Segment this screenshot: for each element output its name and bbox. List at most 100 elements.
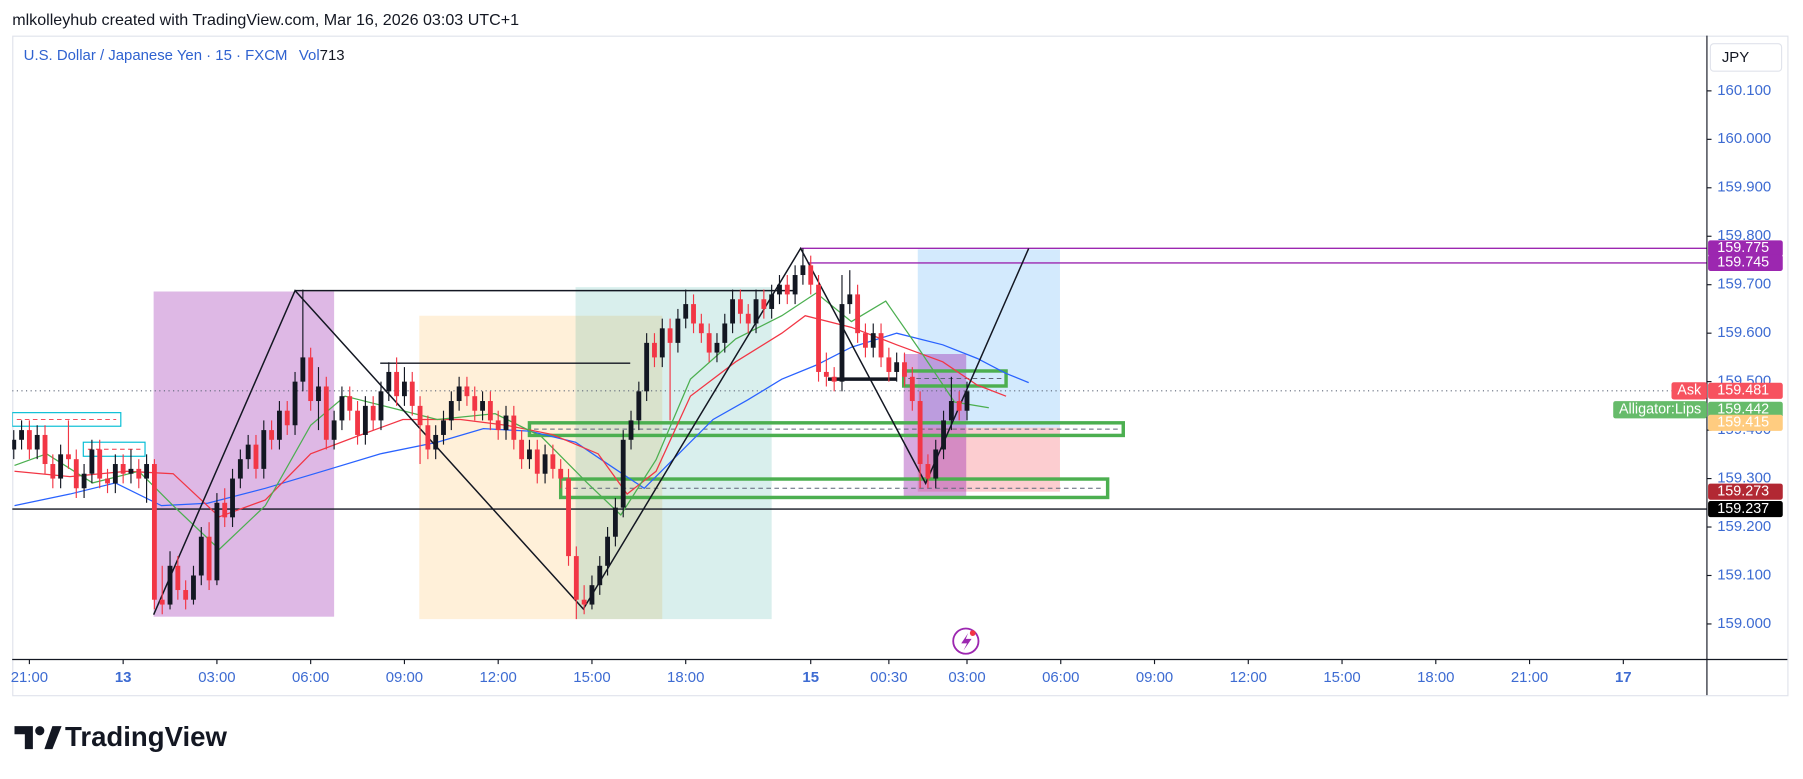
volume-value: 713 [320,47,345,64]
zone [153,291,335,617]
candle-body [464,386,470,397]
candle-body [550,454,556,469]
candle-body [237,459,243,479]
y-tick-label: 159.700 [1717,276,1771,293]
candle-body [120,464,126,474]
x-tick-label: 15:00 [1323,669,1360,686]
candle-body [886,357,892,372]
candle-body [503,415,509,431]
candle-body [112,464,118,484]
candle-body [198,536,204,576]
zone [901,369,1008,388]
candle-body [362,405,368,435]
candle-body [878,333,884,358]
candle-body [425,425,431,450]
candle-body [737,299,743,314]
candle-body [245,444,251,460]
price-label: 159.442 [1717,402,1769,418]
price-label-box [1708,240,1783,257]
candle-body [66,454,71,460]
x-tick-label: 13 [115,669,132,686]
candle-body [331,420,337,440]
candle-body [402,381,407,397]
candle-body [308,357,314,402]
candle-body [894,362,900,372]
candle-body [222,502,228,518]
price-label-name-box [1613,401,1707,419]
candle-body [652,342,657,358]
candle-body [34,434,40,450]
candle-body [58,454,64,479]
candle-body [542,454,548,474]
candle-body [378,391,384,421]
zone [82,441,146,457]
price-label-name-box [1671,382,1707,400]
zone [12,412,122,427]
candle-body [316,386,321,402]
candle-body [628,420,634,440]
replay-icon [952,627,980,655]
x-tick-label: 15:00 [573,669,610,686]
candle-body [902,362,907,377]
candle-body [495,420,501,431]
candle-body [89,449,95,474]
candle-body [42,434,48,465]
candle-body [417,405,423,426]
candle-body [448,401,454,421]
x-tick-label: 18:00 [1417,669,1454,686]
candle-body [722,323,728,343]
zone [527,421,1125,438]
candle-body [409,381,415,406]
candle-body [50,464,56,479]
price-label: 159.415 [1717,415,1769,431]
candle-body [839,304,845,382]
candle-body [730,299,736,324]
price-label-box [1708,401,1783,418]
candle-body [956,401,962,411]
candle-body [511,415,517,440]
candle-body [964,391,970,411]
header-text: mlkolleyhub created with TradingView.com… [12,11,519,29]
candle-body [339,396,345,421]
x-tick-label: 09:00 [1136,669,1173,686]
price-label-box [1708,501,1783,518]
candle-body [691,304,696,324]
candle-body [355,410,360,435]
candle-body [800,265,806,276]
alligator-line [14,292,989,551]
candle-body [863,333,868,348]
candle-body [855,294,861,334]
price-label-box [1708,414,1783,431]
candle-body [269,430,275,440]
axes: 159.000159.100159.200159.300159.400159.5… [11,82,1783,686]
candle-body [292,381,298,426]
candle-body [73,459,79,489]
candle-body [925,464,931,479]
candle-body [167,565,173,605]
candle-body [941,420,946,450]
candle-body [636,391,642,421]
candle-body [675,318,681,343]
candle-body [433,434,439,450]
candle-body [214,502,220,581]
candle-body [581,599,587,605]
x-tick-label: 03:00 [948,669,985,686]
candle-body [386,371,392,392]
candle-body [777,284,782,295]
candle-body [605,536,611,566]
price-label-name: Ask [1677,383,1702,399]
candle-body [261,430,267,469]
x-tick-label: 00:30 [870,669,907,686]
candle-body [487,401,493,421]
candle-body [831,376,837,382]
candle-body [620,439,626,508]
candle-body [823,371,829,377]
candle-body [753,299,759,324]
x-tick-label: 21:00 [11,669,48,686]
footer-logo-text: TradingView [65,721,227,752]
candle-body [808,265,814,285]
x-tick-label: 12:00 [480,669,517,686]
candle-body [683,304,689,319]
candle-body [917,401,923,465]
